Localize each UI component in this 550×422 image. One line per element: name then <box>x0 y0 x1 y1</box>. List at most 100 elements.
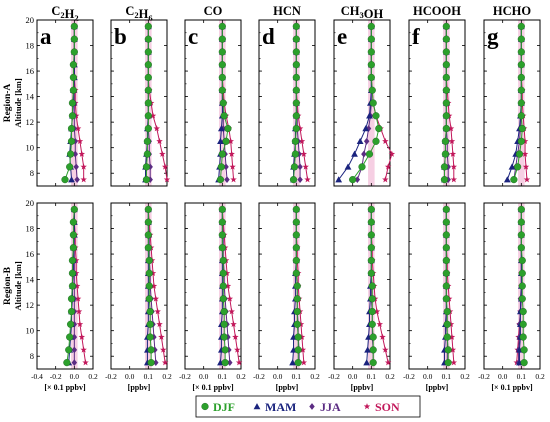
data-point <box>519 320 527 328</box>
panel <box>333 202 392 370</box>
data-point <box>216 176 225 184</box>
x-tick-label: 0.0 <box>423 372 433 381</box>
data-point <box>443 320 451 328</box>
data-point <box>219 282 227 290</box>
data-point <box>291 150 300 158</box>
panel-frame <box>483 19 541 187</box>
data-point <box>70 35 78 43</box>
data-point <box>69 73 78 82</box>
y-tick-label: 8 <box>30 168 34 178</box>
panel-frame <box>333 202 391 370</box>
data-point <box>293 295 301 303</box>
data-point <box>367 205 375 213</box>
data-point <box>367 231 375 239</box>
data-point <box>147 359 155 367</box>
data-point <box>517 112 525 120</box>
data-point <box>142 176 151 184</box>
data-point <box>292 269 300 277</box>
data-point <box>68 99 77 107</box>
data-point <box>144 61 152 69</box>
data-point <box>292 73 300 82</box>
data-point <box>442 99 450 107</box>
legend-marker <box>309 403 315 410</box>
x-unit-label: [ppbv] <box>128 383 151 392</box>
panel-frame <box>408 19 466 187</box>
data-point <box>221 359 229 367</box>
data-point <box>161 163 169 170</box>
data-point <box>72 150 78 158</box>
data-point <box>292 48 300 56</box>
region-label: Region-B <box>3 266 13 305</box>
data-point <box>384 359 392 366</box>
data-point <box>142 163 151 171</box>
data-point <box>217 163 226 171</box>
x-tick-label: -0.2 <box>478 372 490 381</box>
x-tick-label: 0.1 <box>144 372 154 381</box>
data-point <box>69 244 78 252</box>
data-point <box>367 269 375 277</box>
data-point <box>224 282 232 289</box>
data-point <box>292 256 300 265</box>
data-point <box>448 333 456 340</box>
legend-label: DJF <box>213 400 235 414</box>
panel <box>483 202 541 370</box>
data-point <box>78 150 86 157</box>
x-tick-label: -0.2 <box>328 372 340 381</box>
data-point <box>143 150 152 158</box>
panel <box>184 202 243 370</box>
data-point <box>82 359 89 366</box>
data-point <box>218 48 226 56</box>
data-point <box>351 150 358 157</box>
data-point <box>367 244 375 252</box>
x-tick-label: 0.1 <box>517 372 527 381</box>
data-point <box>293 282 301 290</box>
data-point <box>219 99 227 107</box>
data-point <box>358 163 366 171</box>
legend-label: MAM <box>265 400 296 414</box>
x-tick-label: 0.2 <box>460 372 470 381</box>
data-point <box>517 35 525 43</box>
data-point <box>379 333 386 340</box>
data-point <box>368 307 376 316</box>
y-tick-label: 10 <box>26 326 35 336</box>
data-point <box>368 295 376 303</box>
data-point <box>152 295 160 302</box>
data-point <box>154 308 161 315</box>
data-point <box>153 125 160 132</box>
data-point <box>520 346 528 354</box>
data-point <box>68 282 77 290</box>
y-tick-label: 16 <box>26 249 35 259</box>
data-point <box>227 359 233 367</box>
y-tick-label: 20 <box>26 198 35 208</box>
data-point <box>218 218 226 226</box>
x-tick-label: 0.0 <box>199 372 209 381</box>
data-point <box>218 86 226 94</box>
data-point <box>292 99 300 107</box>
data-point <box>299 346 307 353</box>
data-point <box>297 176 303 184</box>
x-unit-label: [ppbv] <box>426 383 449 392</box>
data-point <box>372 137 380 145</box>
data-point <box>442 48 450 56</box>
data-point <box>449 150 457 157</box>
data-point <box>302 163 309 170</box>
data-point <box>447 320 455 328</box>
data-point <box>296 150 302 158</box>
data-point <box>143 137 152 145</box>
data-point <box>292 205 300 213</box>
data-point <box>368 320 376 328</box>
data-point <box>74 176 80 184</box>
data-point <box>388 150 396 157</box>
data-point <box>510 176 518 184</box>
column-title: C2H2 <box>51 4 78 23</box>
data-point <box>144 73 152 82</box>
data-point <box>71 359 78 367</box>
data-point <box>518 295 526 303</box>
data-point <box>218 150 226 158</box>
data-point <box>517 99 525 107</box>
data-point <box>220 333 228 341</box>
data-point <box>444 359 452 367</box>
data-point <box>229 163 236 170</box>
data-point <box>217 137 224 145</box>
data-point <box>144 22 152 30</box>
